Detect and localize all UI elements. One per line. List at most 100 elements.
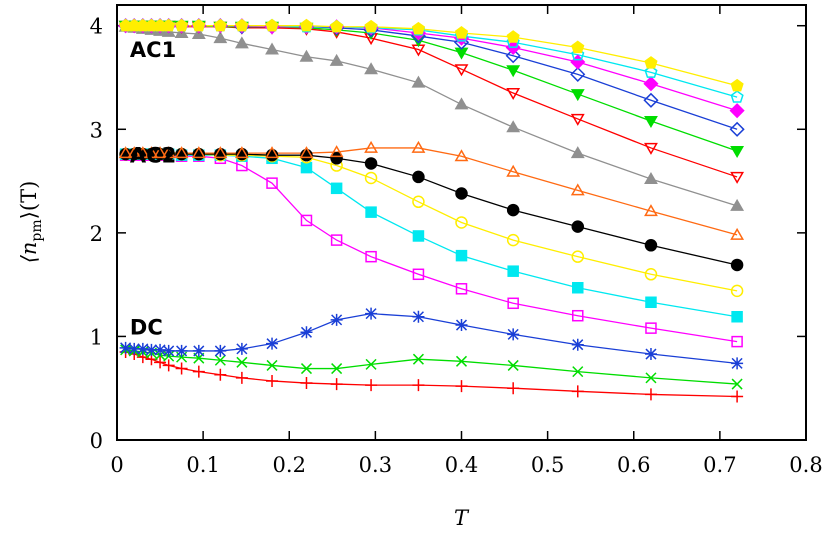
marker	[507, 359, 519, 371]
series-line	[125, 349, 738, 385]
marker	[329, 145, 344, 158]
x-tick-label: 0.4	[445, 453, 478, 477]
marker	[571, 385, 584, 398]
plot-area	[118, 18, 745, 403]
marker	[300, 161, 313, 174]
marker	[265, 146, 279, 159]
marker	[730, 146, 745, 159]
marker	[730, 258, 744, 272]
marker	[128, 342, 141, 355]
marker	[135, 146, 150, 159]
marker	[412, 379, 425, 392]
y-tick-label: 3	[90, 118, 103, 142]
marker	[154, 356, 167, 369]
marker	[572, 282, 584, 294]
y-tick-label: 0	[90, 429, 103, 453]
x-tick-label: 0	[110, 453, 123, 477]
marker	[299, 18, 314, 32]
marker	[454, 47, 469, 60]
x-tick-label: 0.7	[703, 453, 736, 477]
x-axis-label: T	[454, 506, 470, 530]
marker	[154, 343, 167, 356]
marker	[730, 171, 745, 184]
series-line	[125, 153, 738, 292]
marker	[730, 227, 745, 240]
marker	[506, 203, 520, 217]
marker	[572, 366, 584, 378]
marker	[506, 164, 521, 177]
marker	[730, 90, 744, 103]
marker	[299, 49, 314, 62]
marker	[570, 146, 585, 159]
marker	[730, 78, 744, 92]
marker	[191, 146, 206, 159]
marker	[507, 265, 519, 277]
series-line	[125, 312, 738, 365]
marker	[330, 378, 343, 391]
marker	[235, 342, 248, 355]
y-label-sub: pm	[29, 219, 45, 241]
annotation: AC1	[130, 38, 176, 62]
marker	[412, 195, 425, 209]
marker	[412, 170, 425, 184]
marker	[644, 348, 657, 361]
marker	[192, 344, 205, 357]
marker	[731, 311, 743, 323]
marker	[731, 378, 743, 390]
series-line	[125, 147, 738, 236]
marker	[731, 335, 743, 348]
x-tick-label: 0.2	[273, 453, 306, 477]
annotation: AC2	[130, 143, 176, 167]
series-line	[125, 25, 738, 152]
marker	[506, 30, 520, 43]
marker	[300, 326, 313, 339]
marker	[161, 146, 176, 159]
marker	[331, 363, 343, 375]
x-tick-label: 0.8	[789, 453, 822, 477]
marker	[570, 89, 585, 102]
marker	[506, 88, 521, 101]
marker	[175, 362, 188, 375]
marker	[571, 47, 585, 61]
marker	[330, 19, 344, 33]
marker	[645, 372, 657, 384]
marker	[127, 146, 142, 159]
marker	[455, 355, 468, 367]
marker	[412, 310, 425, 323]
marker	[299, 146, 314, 159]
marker	[454, 26, 469, 39]
marker	[365, 307, 378, 320]
marker	[365, 358, 377, 370]
marker	[265, 18, 279, 32]
marker	[364, 140, 378, 153]
marker	[214, 344, 227, 357]
marker	[570, 113, 585, 126]
marker	[644, 116, 658, 129]
marker	[644, 142, 658, 155]
marker	[364, 19, 378, 33]
y-tick-label: 4	[90, 15, 103, 39]
marker	[455, 283, 468, 295]
x-tick-label: 0.5	[531, 453, 564, 477]
marker	[730, 198, 745, 211]
marker	[365, 206, 377, 218]
marker	[236, 356, 248, 368]
marker	[330, 182, 343, 195]
marker	[643, 92, 659, 108]
marker	[175, 18, 189, 32]
marker	[266, 359, 278, 371]
marker	[136, 342, 149, 355]
marker	[364, 62, 378, 75]
marker	[365, 379, 378, 392]
y-label-part: ⟩(T)	[17, 181, 41, 220]
marker	[507, 328, 520, 341]
marker	[571, 220, 585, 233]
marker	[192, 365, 205, 378]
marker	[454, 97, 469, 110]
marker	[192, 18, 206, 32]
marker	[412, 353, 424, 365]
marker	[365, 250, 377, 263]
marker	[644, 268, 658, 281]
marker	[153, 146, 167, 159]
marker	[118, 146, 133, 159]
